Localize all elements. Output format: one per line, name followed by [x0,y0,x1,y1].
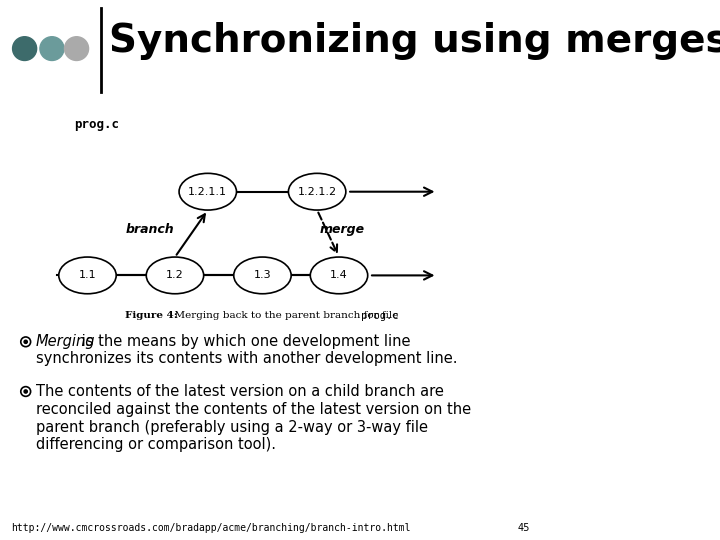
Circle shape [24,390,27,393]
Text: The contents of the latest version on a child branch are: The contents of the latest version on a … [35,384,444,399]
Text: Figure 4:: Figure 4: [125,312,177,320]
Text: merge: merge [319,223,364,236]
Text: Synchronizing using merges: Synchronizing using merges [109,22,720,59]
Ellipse shape [59,257,116,294]
Circle shape [12,37,37,60]
Text: 1.2.1.2: 1.2.1.2 [297,187,337,197]
Text: 1.1: 1.1 [78,271,96,280]
Ellipse shape [234,257,291,294]
Text: differencing or comparison tool).: differencing or comparison tool). [35,437,276,453]
Circle shape [24,340,27,343]
Ellipse shape [146,257,204,294]
Text: synchronizes its contents with another development line.: synchronizes its contents with another d… [35,350,457,366]
Text: Merging back to the parent branch for file: Merging back to the parent branch for fi… [168,312,402,320]
Text: prog.c: prog.c [74,118,119,131]
Text: 1.2: 1.2 [166,271,184,280]
Text: 1.4: 1.4 [330,271,348,280]
Text: parent branch (preferably using a 2-way or 3-way file: parent branch (preferably using a 2-way … [35,420,428,435]
Circle shape [40,37,64,60]
Text: http://www.cmcrossroads.com/bradapp/acme/branching/branch-intro.html: http://www.cmcrossroads.com/bradapp/acme… [11,523,410,533]
Text: prog.c: prog.c [361,311,398,321]
Ellipse shape [179,173,236,210]
Text: 1.3: 1.3 [253,271,271,280]
Text: is the means by which one development line: is the means by which one development li… [77,334,410,349]
Circle shape [65,37,89,60]
Text: 45: 45 [518,523,531,533]
Text: 1.2.1.1: 1.2.1.1 [188,187,228,197]
Text: branch: branch [126,223,175,236]
Ellipse shape [310,257,368,294]
Text: Merging: Merging [35,334,95,349]
Ellipse shape [289,173,346,210]
Text: reconciled against the contents of the latest version on the: reconciled against the contents of the l… [35,402,471,417]
